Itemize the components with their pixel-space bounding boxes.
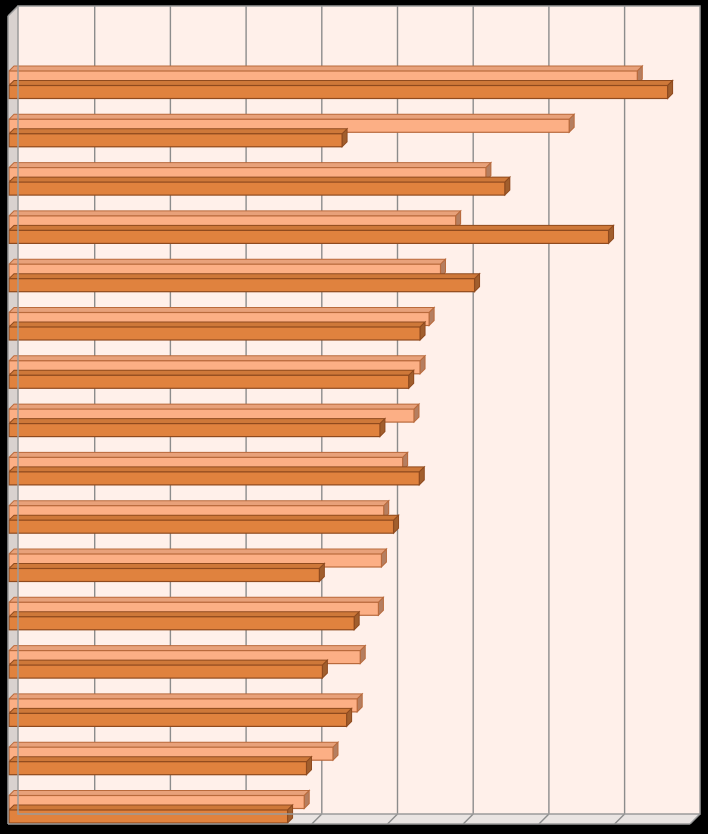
bar-top-face [7, 596, 385, 603]
bar-top-face [7, 258, 447, 265]
bar-top-face [7, 804, 294, 811]
bar-series2-2 [7, 127, 349, 149]
bar-series2-1 [7, 79, 674, 100]
bar-top-face [7, 741, 340, 748]
bar-front-face [8, 519, 395, 534]
bar-top-face [7, 80, 674, 86]
bar-front-face [8, 423, 381, 438]
gridline-floor [538, 813, 550, 825]
bar-series2-15 [7, 755, 313, 776]
bar-front-face [8, 278, 476, 293]
gridline-floor [614, 813, 626, 825]
bar-top-face [7, 65, 644, 72]
bar-front-face [8, 84, 669, 100]
bar-top-face [7, 128, 349, 135]
bar-front-face [8, 761, 308, 776]
bar-series2-11 [7, 562, 326, 583]
bar-series1-3 [7, 161, 493, 182]
bar-front-face [8, 229, 610, 244]
bar-front-face [8, 133, 343, 148]
bar-top-face [7, 659, 329, 666]
bar-front-face [8, 326, 421, 341]
bar-top-face [7, 162, 493, 169]
bars [7, 64, 674, 825]
gridline-floor [462, 813, 474, 825]
bar-top-face [7, 176, 512, 183]
bar-front-face [8, 616, 355, 631]
bar-series2-5 [7, 272, 481, 293]
bar-front-face [8, 471, 420, 486]
bar-top-face [7, 369, 415, 376]
bar-top-face [7, 500, 390, 507]
bar-top-face [7, 563, 326, 569]
bar-top-face [7, 273, 481, 280]
axis-corner-top [7, 5, 19, 17]
bar-top-face [7, 693, 364, 700]
bar-top-face [7, 451, 409, 458]
bar-series2-6 [7, 320, 427, 342]
bar-top-face [7, 611, 361, 618]
bar-series2-9 [7, 465, 426, 487]
bar-top-face [7, 790, 311, 796]
bar-front-face [8, 809, 289, 824]
bar-series2-13 [7, 658, 329, 680]
bar-top-face [7, 645, 367, 652]
gridline-floor [387, 813, 398, 825]
bar-top-face [7, 355, 427, 362]
bar-series2-3 [7, 175, 512, 197]
bar-top-face [7, 548, 388, 555]
gridline-floor [311, 813, 323, 825]
plot-border [17, 5, 701, 815]
bar-top-face [7, 707, 353, 714]
bar-top-face [7, 210, 462, 217]
bar-top-face [7, 307, 436, 313]
bar-top-face [7, 321, 427, 328]
bar-top-face [7, 113, 576, 120]
bar-front-face [8, 712, 348, 728]
bar-front-face [8, 374, 410, 389]
bar-front-face [8, 181, 506, 196]
bar-top-face [7, 224, 615, 231]
bar-top-face [7, 514, 400, 521]
bar-series2-14 [7, 707, 353, 728]
bar-top-face [7, 466, 426, 473]
bar-series2-10 [7, 513, 400, 535]
bar-series2-7 [7, 369, 415, 390]
bar-front-face [8, 664, 323, 679]
bar-top-face [7, 418, 387, 425]
axis-corner-bottom [689, 813, 701, 825]
bar-top-face [7, 403, 421, 410]
bar-top-face [7, 756, 313, 763]
bar-series2-8 [7, 417, 387, 438]
bar-series2-12 [7, 610, 361, 632]
plot-frame [7, 5, 701, 825]
bar-series2-4 [7, 224, 615, 245]
bar-front-face [8, 567, 320, 583]
